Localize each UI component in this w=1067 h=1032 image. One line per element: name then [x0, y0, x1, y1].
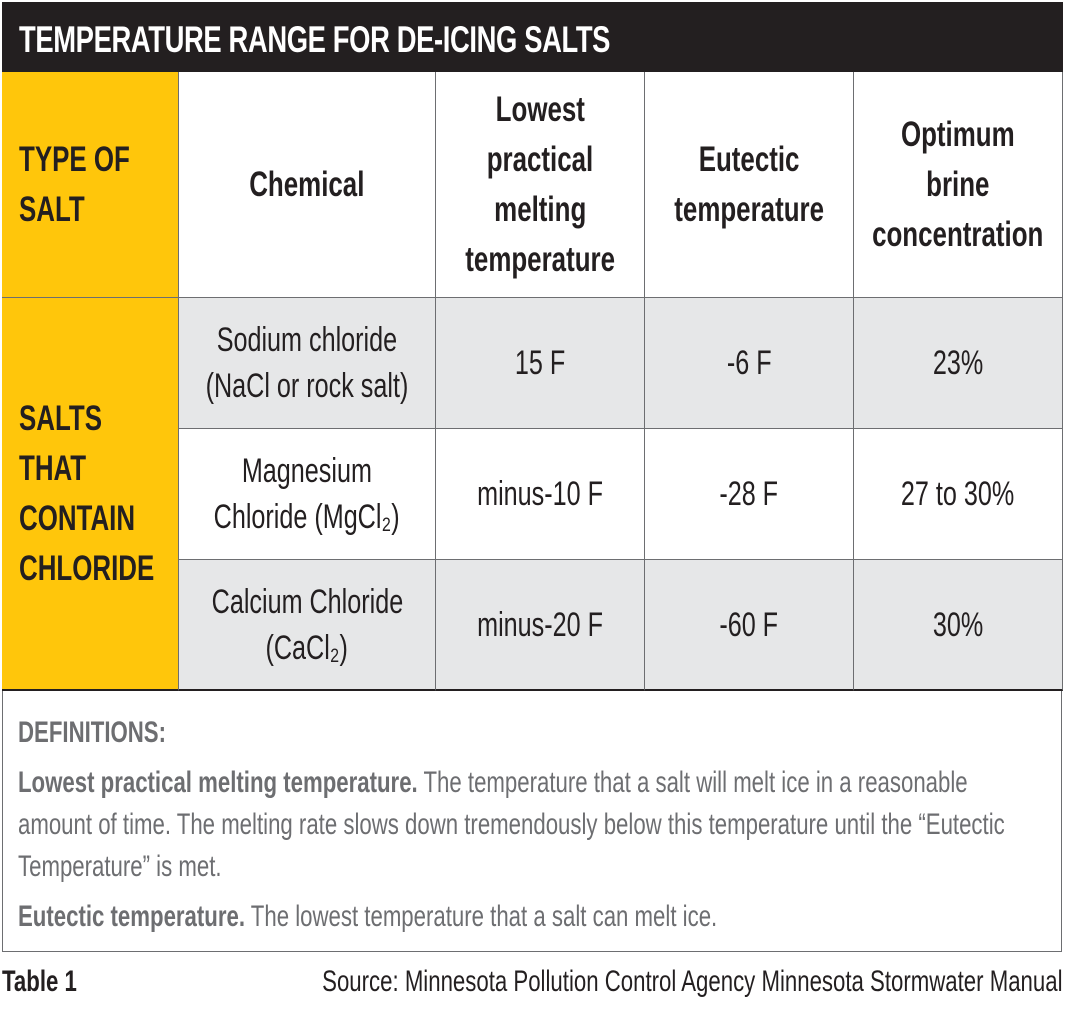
title-bar: TEMPERATURE RANGE FOR DE-ICING SALTS — [2, 2, 1063, 72]
cell-line: Sodium chloride — [216, 321, 398, 359]
cell-value: minus-10 F — [477, 475, 603, 513]
table-row-2-chemical: Magnesium Chloride (MgCl₂) — [179, 429, 436, 560]
cell-line: Magnesium — [241, 452, 373, 490]
cell-value: -28 F — [719, 475, 779, 513]
cell-value: 27 to 30% — [901, 475, 1015, 513]
header-line: melting — [493, 189, 587, 229]
definition-lowest-practical: Lowest practical melting temperature. Th… — [18, 762, 1047, 888]
header-line: Lowest — [495, 89, 585, 129]
table-row-3-chemical: Calcium Chloride (CaCl₂) — [179, 560, 436, 691]
table-row-2-eutectic: -28 F — [645, 429, 854, 560]
header-line: Chemical — [249, 164, 365, 204]
group-line: THAT — [19, 448, 87, 488]
group-line: CONTAIN — [19, 498, 136, 538]
cell-line: (CaCl₂) — [265, 628, 349, 667]
definitions: DEFINITIONS: Lowest practical melting te… — [18, 712, 1048, 946]
header-line: temperature — [465, 239, 615, 279]
page-title: TEMPERATURE RANGE FOR DE-ICING SALTS — [19, 19, 611, 60]
definitions-heading-text: DEFINITIONS: — [18, 716, 166, 749]
cell-value: -6 F — [726, 344, 772, 382]
definitions-heading: DEFINITIONS: — [18, 712, 1048, 754]
header-line: Optimum — [901, 114, 1015, 154]
table-row-1-eutectic: -6 F — [645, 298, 854, 429]
definition-eutectic: Eutectic temperature. The lowest tempera… — [18, 896, 1047, 938]
table-row-1-lowest: 15 F — [436, 298, 645, 429]
table-row-2-brine: 27 to 30% — [854, 429, 1063, 560]
table-row-2-lowest: minus-10 F — [436, 429, 645, 560]
definition-text: The temperature that a salt will melt ic… — [18, 766, 1005, 883]
header-line: SALT — [19, 189, 85, 229]
cell-line: Chloride (MgCl₂) — [214, 498, 400, 536]
cell-value: 30% — [932, 605, 984, 644]
cell-value: -60 F — [719, 605, 779, 644]
header-line: brine — [926, 164, 990, 204]
header-eutectic: Eutectic temperature — [645, 72, 854, 298]
group-line: CHLORIDE — [19, 548, 155, 588]
table-row-3-eutectic: -60 F — [645, 560, 854, 691]
header-line: practical — [486, 139, 594, 179]
cell-value: 23% — [932, 344, 984, 382]
header-type-of-salt: TYPE OF SALT — [2, 72, 179, 298]
definition-term: Eutectic temperature. — [18, 900, 246, 933]
table-row-1-chemical: Sodium chloride (NaCl or rock salt) — [179, 298, 436, 429]
cell-value: minus-20 F — [477, 605, 603, 644]
cell-value: 15 F — [514, 344, 566, 382]
group-line: SALTS — [19, 398, 102, 438]
cell-line: Calcium Chloride — [211, 582, 403, 621]
table-label: Table 1 — [2, 965, 103, 999]
header-chemical: Chemical — [179, 72, 436, 298]
header-lowest-practical: Lowest practical melting temperature — [436, 72, 645, 298]
source-note: Source: Minnesota Pollution Control Agen… — [62, 965, 1063, 999]
header-line: temperature — [674, 189, 824, 229]
table-row-3-lowest: minus-20 F — [436, 560, 645, 691]
group-label-chloride-salts: SALTS THAT CONTAIN CHLORIDE — [2, 298, 179, 691]
header-line: Eutectic — [698, 139, 800, 179]
table-row-1-brine: 23% — [854, 298, 1063, 429]
cell-line: (NaCl or rock salt) — [205, 367, 409, 405]
table-label-text: Table 1 — [2, 965, 77, 998]
header-line: TYPE OF — [19, 139, 130, 179]
definition-text: The lowest temperature that a salt can m… — [250, 900, 718, 933]
definition-term: Lowest practical melting temperature. — [18, 766, 418, 799]
table-row-3-brine: 30% — [854, 560, 1063, 691]
header-line: concentration — [872, 214, 1044, 254]
source-text: Source: Minnesota Pollution Control Agen… — [322, 965, 1063, 998]
header-optimum-brine: Optimum brine concentration — [854, 72, 1063, 298]
